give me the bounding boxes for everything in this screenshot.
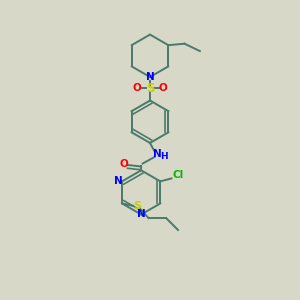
Text: N: N xyxy=(114,176,123,186)
Text: O: O xyxy=(119,158,128,169)
Text: S: S xyxy=(146,82,154,95)
Text: N: N xyxy=(153,149,162,159)
Text: N: N xyxy=(146,72,154,82)
Text: H: H xyxy=(160,152,168,161)
Text: S: S xyxy=(133,201,141,211)
Text: N: N xyxy=(137,209,146,220)
Text: O: O xyxy=(159,83,168,93)
Text: O: O xyxy=(132,83,141,93)
Text: Cl: Cl xyxy=(172,170,184,181)
